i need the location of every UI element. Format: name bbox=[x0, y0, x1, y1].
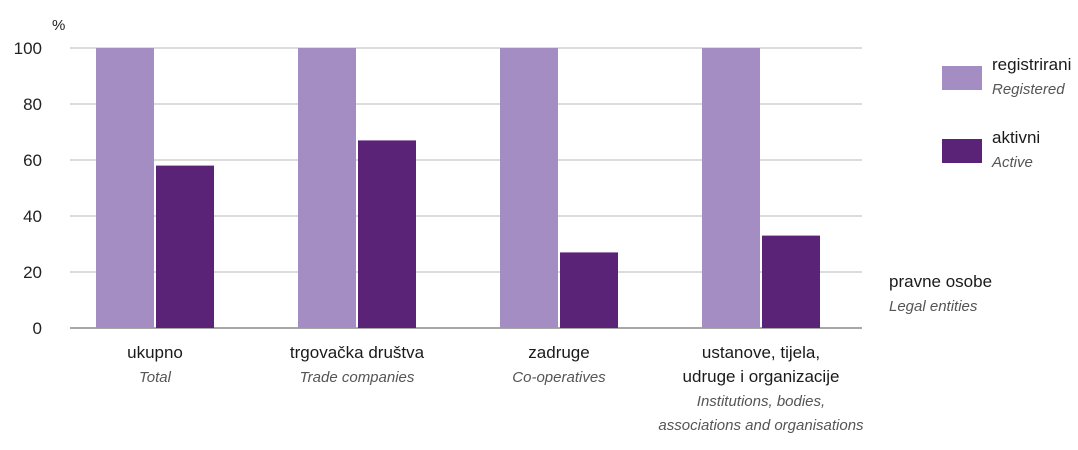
y-axis: 0 20 40 60 80 100 bbox=[14, 39, 42, 338]
y-tick-label: 40 bbox=[23, 207, 42, 226]
category-label: ustanove, tijela, bbox=[702, 343, 820, 362]
legend-label: registrirani bbox=[992, 55, 1071, 74]
y-tick-label: 0 bbox=[33, 319, 42, 338]
legend: registrirani Registered aktivni Active bbox=[942, 55, 1071, 171]
y-tick-label: 80 bbox=[23, 95, 42, 114]
category-sublabel-line2: associations and organisations bbox=[658, 417, 864, 434]
legend-label: aktivni bbox=[992, 128, 1040, 147]
legal-entities-note: pravne osobe Legal entities bbox=[889, 272, 992, 315]
legend-swatch-active bbox=[942, 139, 982, 163]
category-sublabel: Trade companies bbox=[300, 369, 415, 386]
x-axis-labels: ukupno Total trgovačka društva Trade compan… bbox=[127, 343, 864, 434]
note-sublabel: Legal entities bbox=[889, 298, 978, 315]
legend-sublabel: Registered bbox=[992, 81, 1065, 98]
y-tick-label: 60 bbox=[23, 151, 42, 170]
bar-active-2 bbox=[358, 140, 416, 328]
y-unit-label: % bbox=[52, 17, 65, 34]
category-sublabel: Co-operatives bbox=[512, 369, 606, 386]
bars bbox=[96, 48, 820, 328]
bar-active-4 bbox=[762, 236, 820, 328]
legend-sublabel: Active bbox=[991, 154, 1033, 171]
bar-registered-3 bbox=[500, 48, 558, 328]
y-tick-label: 20 bbox=[23, 263, 42, 282]
bar-registered-2 bbox=[298, 48, 356, 328]
bar-active-3 bbox=[560, 252, 618, 328]
y-tick-label: 100 bbox=[14, 39, 42, 58]
category-sublabel: Total bbox=[139, 369, 172, 386]
bar-registered-1 bbox=[96, 48, 154, 328]
category-label-line2: udruge i organizacije bbox=[683, 367, 840, 386]
bar-active-1 bbox=[156, 166, 214, 328]
category-label: ukupno bbox=[127, 343, 183, 362]
category-label: zadruge bbox=[528, 343, 589, 362]
note-label: pravne osobe bbox=[889, 272, 992, 291]
legend-swatch-registered bbox=[942, 66, 982, 90]
bar-registered-4 bbox=[702, 48, 760, 328]
category-sublabel: Institutions, bodies, bbox=[697, 393, 825, 410]
category-label: trgovačka društva bbox=[290, 343, 425, 362]
